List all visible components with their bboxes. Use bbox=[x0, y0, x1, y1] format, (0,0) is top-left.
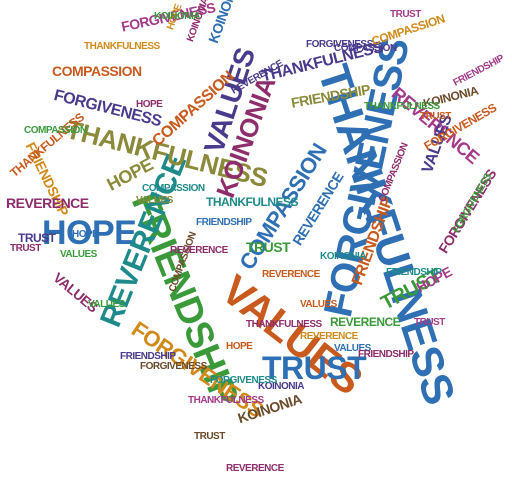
word-compassion-3: COMPASSION bbox=[52, 63, 142, 79]
word-trust-4: TRUST bbox=[246, 239, 291, 255]
word-values-9: VALUES bbox=[60, 249, 97, 260]
word-compassion-6: COMPASSION bbox=[24, 125, 87, 136]
word-thankfulness-5: THANKFULNESS bbox=[206, 195, 299, 209]
word-values-5: VALUES bbox=[334, 343, 371, 354]
word-thankfulness-7: THANKFULNESS bbox=[188, 395, 264, 406]
word-reverence-6: REVERENCE bbox=[262, 269, 320, 280]
word-hope-7: HOPE bbox=[226, 341, 253, 352]
word-thankfulness-9: THANKFULNESS bbox=[246, 319, 322, 330]
word-trust-7: TRUST bbox=[420, 111, 451, 122]
word-forgiveness-8: FORGIVENESS bbox=[451, 171, 495, 235]
word-trust-6: TRUST bbox=[194, 431, 225, 442]
word-friendship-9: FRIENDSHIP bbox=[386, 267, 442, 278]
word-compassion-5: COMPASSION bbox=[142, 183, 205, 194]
word-friendship-7: FRIENDSHIP bbox=[196, 217, 252, 228]
word-values-8: VALUES bbox=[88, 299, 125, 310]
word-reverence-4: REVERENCE bbox=[6, 195, 89, 211]
word-hope-6: HOPE bbox=[136, 99, 163, 110]
word-thankfulness-6: THANKFULNESS bbox=[84, 41, 160, 52]
word-compassion-9: COMPASSION bbox=[334, 43, 397, 54]
word-reverence-10: REVERENCE bbox=[170, 245, 228, 256]
word-forgiveness-10: FORGIVENESS bbox=[140, 361, 207, 372]
word-values-6: VALUES bbox=[300, 299, 337, 310]
word-values-7: VALUES bbox=[136, 195, 173, 206]
word-forgiveness-9: FORGIVENESS bbox=[210, 375, 277, 386]
word-reverence-5: REVERENCE bbox=[330, 315, 401, 329]
word-friendship-8: FRIENDSHIP bbox=[358, 349, 414, 360]
word-friendship-6: FRIENDSHIP bbox=[451, 53, 506, 89]
word-thankfulness-8: THANKFULNESS bbox=[364, 101, 440, 112]
word-trust-9: TRUST bbox=[414, 317, 445, 328]
word-trust-8: TRUST bbox=[390, 9, 421, 20]
word-koinonia-6: KOINONIA bbox=[320, 251, 367, 262]
word-reverence-8: REVERENCE bbox=[300, 331, 358, 342]
word-reverence-9: REVERENCE bbox=[226, 463, 284, 474]
word-forgiveness-7: FORGIVENESS bbox=[306, 39, 373, 50]
word-trust-5: TRUST bbox=[10, 243, 41, 254]
word-hope: HOPE bbox=[42, 214, 137, 252]
word-friendship-5: FRIENDSHIP bbox=[120, 351, 176, 362]
word-trust: TRUST bbox=[262, 350, 367, 386]
word-trust-3: TRUST bbox=[18, 231, 56, 245]
word-koinonia-8: KOINONIA bbox=[154, 11, 201, 22]
word-koinonia-7: KOINONIA bbox=[258, 381, 305, 392]
word-hope-5: HOPE bbox=[72, 229, 99, 240]
